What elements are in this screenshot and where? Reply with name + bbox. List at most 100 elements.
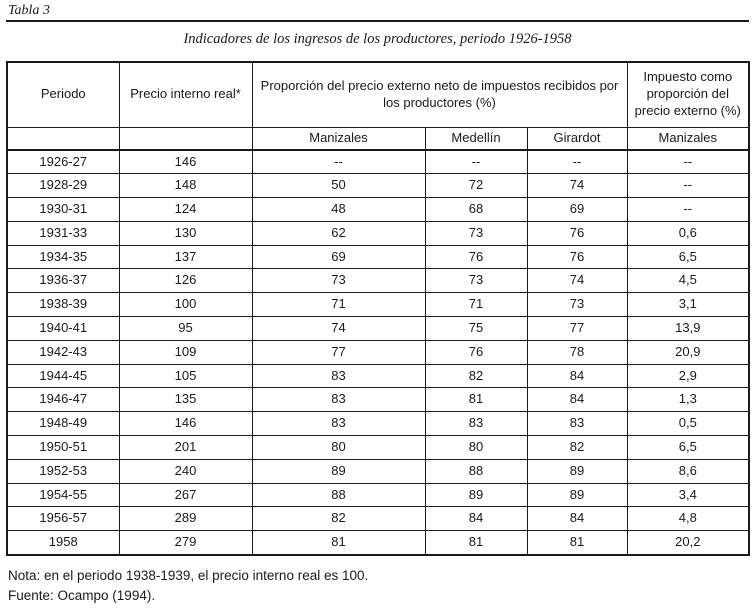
header-periodo: Periodo xyxy=(6,61,120,128)
cell-manizales: 48 xyxy=(251,197,426,222)
cell-medellin: 81 xyxy=(424,387,528,413)
table-row: 1946-47 135 83 81 84 1,3 xyxy=(6,387,750,413)
header-row-main: Periodo Precio interno real* Proporción … xyxy=(6,61,750,128)
table-row: 1934-35 137 69 76 76 6,5 xyxy=(6,244,750,270)
cell-manizales: 74 xyxy=(251,316,426,341)
table-row: 1928-29 148 50 72 74 -- xyxy=(6,173,750,199)
table-container: Periodo Precio interno real* Proporción … xyxy=(6,61,751,556)
cell-impuesto: -- xyxy=(626,173,750,199)
cell-impuesto: -- xyxy=(626,197,750,222)
cell-impuesto: 4,5 xyxy=(626,268,750,294)
cell-manizales: -- xyxy=(251,149,426,175)
cell-impuesto: 4,8 xyxy=(626,506,750,532)
cell-precio-interno: 126 xyxy=(118,268,253,294)
table-row: 1948-49 146 83 83 83 0,5 xyxy=(6,411,750,437)
table-body: 1926-27 146 -- -- -- -- 1928-29 148 50 7… xyxy=(6,149,750,556)
cell-periodo: 1958 xyxy=(6,530,120,556)
cell-precio-interno: 146 xyxy=(118,411,253,437)
cell-manizales: 71 xyxy=(251,292,426,318)
table-row: 1931-33 130 62 73 76 0,6 xyxy=(6,220,750,246)
cell-girardot: 81 xyxy=(526,530,628,556)
cell-periodo: 1942-43 xyxy=(6,339,120,365)
cell-girardot: 76 xyxy=(526,220,628,246)
cell-medellin: 73 xyxy=(424,220,528,246)
cell-manizales: 83 xyxy=(251,387,426,413)
cell-medellin: 76 xyxy=(424,244,528,270)
table-header: Periodo Precio interno real* Proporción … xyxy=(6,61,750,151)
table-row: 1952-53 240 89 88 89 8,6 xyxy=(6,458,750,484)
cell-precio-interno: 201 xyxy=(118,435,253,460)
cell-medellin: 83 xyxy=(424,411,528,437)
cell-girardot: 82 xyxy=(526,435,628,460)
cell-periodo: 1938-39 xyxy=(6,292,120,318)
cell-precio-interno: 95 xyxy=(118,316,253,341)
cell-periodo: 1946-47 xyxy=(6,387,120,413)
cell-precio-interno: 146 xyxy=(118,149,253,175)
cell-impuesto: 6,5 xyxy=(626,435,750,460)
cell-precio-interno: 109 xyxy=(118,339,253,365)
cell-periodo: 1956-57 xyxy=(6,506,120,532)
cell-precio-interno: 240 xyxy=(118,458,253,484)
cell-periodo: 1950-51 xyxy=(6,435,120,460)
cell-precio-interno: 148 xyxy=(118,173,253,199)
cell-manizales: 50 xyxy=(251,173,426,199)
cell-medellin: 82 xyxy=(424,363,528,389)
cell-impuesto: 3,1 xyxy=(626,292,750,318)
cell-precio-interno: 267 xyxy=(118,482,253,508)
subheader-girardot: Girardot xyxy=(526,126,628,151)
cell-girardot: 83 xyxy=(526,411,628,437)
cell-manizales: 89 xyxy=(251,458,426,484)
cell-impuesto: 8,6 xyxy=(626,458,750,484)
footnotes: Nota: en el periodo 1938-1939, el precio… xyxy=(8,566,368,606)
table-row: 1958 279 81 81 81 20,2 xyxy=(6,530,750,556)
cell-medellin: 88 xyxy=(424,458,528,484)
cell-medellin: 72 xyxy=(424,173,528,199)
cell-periodo: 1936-37 xyxy=(6,268,120,294)
table-row: 1942-43 109 77 76 78 20,9 xyxy=(6,339,750,365)
cell-girardot: 89 xyxy=(526,482,628,508)
table-row: 1926-27 146 -- -- -- -- xyxy=(6,149,750,175)
cell-girardot: 69 xyxy=(526,197,628,222)
cell-medellin: -- xyxy=(424,149,528,175)
cell-precio-interno: 279 xyxy=(118,530,253,556)
table-row: 1944-45 105 83 82 84 2,9 xyxy=(6,363,750,389)
cell-impuesto: 3,4 xyxy=(626,482,750,508)
table-row: 1940-41 95 74 75 77 13,9 xyxy=(6,316,750,341)
cell-girardot: 74 xyxy=(526,173,628,199)
footnote-fuente: Fuente: Ocampo (1994). xyxy=(8,588,156,603)
cell-periodo: 1926-27 xyxy=(6,149,120,175)
cell-girardot: 84 xyxy=(526,387,628,413)
header-empty-periodo xyxy=(6,126,120,151)
top-rule-divider xyxy=(6,20,749,22)
table-row: 1954-55 267 88 89 89 3,4 xyxy=(6,482,750,508)
table-title: Indicadores de los ingresos de los produ… xyxy=(183,31,572,47)
cell-medellin: 71 xyxy=(424,292,528,318)
header-impuesto-group: Impuesto como proporción del precio exte… xyxy=(626,61,750,128)
cell-manizales: 69 xyxy=(251,244,426,270)
footnote-nota: Nota: en el periodo 1938-1939, el precio… xyxy=(8,568,369,583)
header-precio-interno: Precio interno real* xyxy=(118,61,253,128)
cell-impuesto: 0,6 xyxy=(626,220,750,246)
cell-impuesto: 13,9 xyxy=(626,316,750,341)
cell-medellin: 80 xyxy=(424,435,528,460)
cell-girardot: 84 xyxy=(526,363,628,389)
cell-girardot: 76 xyxy=(526,244,628,270)
cell-girardot: 73 xyxy=(526,292,628,318)
cell-manizales: 83 xyxy=(251,363,426,389)
cell-manizales: 77 xyxy=(251,339,426,365)
header-empty-precio xyxy=(118,126,253,151)
cell-impuesto: 20,2 xyxy=(626,530,750,556)
subheader-impuesto-manizales: Manizales xyxy=(626,126,750,151)
cell-impuesto: 20,9 xyxy=(626,339,750,365)
table-row: 1938-39 100 71 71 73 3,1 xyxy=(6,292,750,318)
subheader-manizales: Manizales xyxy=(251,126,426,151)
cell-periodo: 1934-35 xyxy=(6,244,120,270)
indicators-table: Periodo Precio interno real* Proporción … xyxy=(6,61,751,556)
table-row: 1930-31 124 48 68 69 -- xyxy=(6,197,750,222)
cell-manizales: 88 xyxy=(251,482,426,508)
cell-precio-interno: 100 xyxy=(118,292,253,318)
cell-impuesto: 6,5 xyxy=(626,244,750,270)
cell-periodo: 1930-31 xyxy=(6,197,120,222)
cell-manizales: 73 xyxy=(251,268,426,294)
